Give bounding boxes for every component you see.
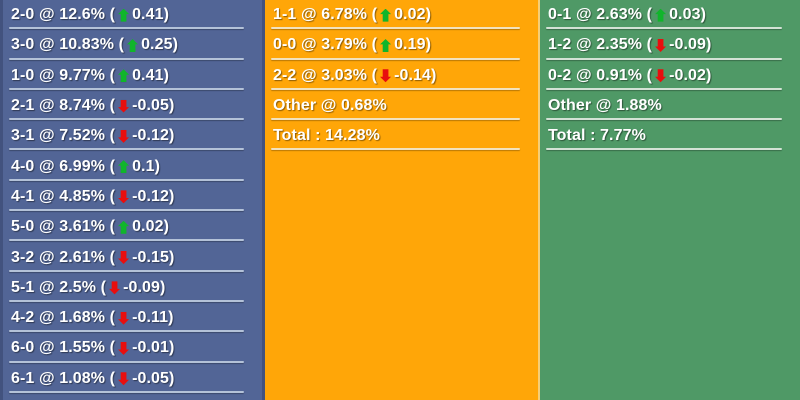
score-row: 2-1 @ 8.74% ( -0.05) (3, 91, 262, 121)
score-probability-text: 4-0 @ 6.99% ( (11, 157, 116, 175)
score-probability-text: 3-1 @ 7.52% ( (11, 127, 116, 145)
score-probability-text: 1-1 @ 6.78% ( (273, 6, 378, 24)
change-value-text: -0.01) (132, 339, 175, 357)
score-row: 1-2 @ 2.35% ( -0.09) (540, 30, 800, 60)
change-value-text: -0.09) (123, 278, 166, 296)
change-value-text: -0.05) (132, 97, 175, 115)
summary-text: Other @ 0.68% (273, 97, 387, 115)
score-probability-text: 0-1 @ 2.63% ( (548, 6, 653, 24)
score-row: 0-0 @ 3.79% ( 0.19) (265, 30, 538, 60)
down-arrow-icon (118, 129, 130, 143)
score-row: 6-0 @ 1.55% ( -0.01) (3, 333, 262, 363)
score-row: 5-0 @ 3.61% ( 0.02) (3, 212, 262, 242)
score-row: 6-1 @ 1.08% ( -0.05) (3, 364, 262, 394)
change-value-text: 0.25) (141, 36, 179, 54)
score-row: 4-2 @ 1.68% ( -0.11) (3, 303, 262, 333)
up-arrow-icon (380, 38, 392, 52)
up-arrow-icon (380, 8, 392, 22)
score-probability-text: 2-2 @ 3.03% ( (273, 66, 378, 84)
score-row: 5-1 @ 2.5% ( -0.09) (3, 273, 262, 303)
score-probability-text: 6-1 @ 1.08% ( (11, 369, 116, 387)
score-row: 2-0 @ 12.6% ( 0.41) (3, 0, 262, 30)
down-arrow-icon (655, 38, 667, 52)
score-row: 3-2 @ 2.61% ( -0.15) (3, 242, 262, 272)
score-probability-text: 2-1 @ 8.74% ( (11, 97, 116, 115)
score-probability-text: 0-2 @ 0.91% ( (548, 66, 653, 84)
down-arrow-icon (655, 69, 667, 83)
score-probability-text: 6-0 @ 1.55% ( (11, 339, 116, 357)
score-probability-text: 0-0 @ 3.79% ( (273, 36, 378, 54)
score-probability-text: 1-0 @ 9.77% ( (11, 66, 116, 84)
change-value-text: -0.12) (132, 187, 175, 205)
change-value-text: 0.02) (394, 6, 432, 24)
score-probability-text: 2-0 @ 12.6% ( (11, 6, 116, 24)
score-row: 2-2 @ 3.03% ( -0.14) (265, 61, 538, 91)
summary-row: Total : 14.28% (265, 121, 538, 151)
up-arrow-icon (118, 160, 130, 174)
change-value-text: -0.12) (132, 127, 175, 145)
score-probability-text: 3-0 @ 10.83% ( (11, 36, 125, 54)
up-arrow-icon (118, 69, 130, 83)
down-arrow-icon (118, 372, 130, 386)
score-probability-text: 5-1 @ 2.5% ( (11, 278, 107, 296)
summary-text: Total : 14.28% (273, 127, 380, 145)
change-value-text: -0.02) (669, 66, 712, 84)
change-value-text: 0.19) (394, 36, 432, 54)
summary-text: Total : 7.77% (548, 127, 646, 145)
score-row: 4-1 @ 4.85% ( -0.12) (3, 182, 262, 212)
score-row: 0-1 @ 2.63% ( 0.03) (540, 0, 800, 30)
score-probability-text: 3-2 @ 2.61% ( (11, 248, 116, 266)
change-value-text: -0.14) (394, 66, 437, 84)
score-probability-text: 4-1 @ 4.85% ( (11, 187, 116, 205)
score-row: 1-0 @ 9.77% ( 0.41) (3, 61, 262, 91)
down-arrow-icon (380, 69, 392, 83)
score-row: 3-1 @ 7.52% ( -0.12) (3, 121, 262, 151)
down-arrow-icon (118, 251, 130, 265)
change-value-text: 0.1) (132, 157, 161, 175)
down-arrow-icon (118, 99, 130, 113)
score-probability-text: 1-2 @ 2.35% ( (548, 36, 653, 54)
up-arrow-icon (118, 220, 130, 234)
summary-row: Total : 7.77% (540, 121, 800, 151)
column-home-scores: 2-0 @ 12.6% ( 0.41) 3-0 @ 10.83% ( 0.25) 1-0… (0, 0, 265, 400)
up-arrow-icon (127, 38, 139, 52)
change-value-text: 0.41) (132, 6, 170, 24)
column-away-scores: 0-1 @ 2.63% ( 0.03) 1-2 @ 2.35% ( -0.09) 0-2… (540, 0, 800, 400)
score-row: 4-0 @ 6.99% ( 0.1) (3, 151, 262, 182)
score-probability-text: 5-0 @ 3.61% ( (11, 218, 116, 236)
summary-text: Other @ 1.88% (548, 97, 662, 115)
change-value-text: 0.41) (132, 66, 170, 84)
summary-row: Other @ 1.88% (540, 91, 800, 121)
up-arrow-icon (118, 8, 130, 22)
column-draw-scores: 1-1 @ 6.78% ( 0.02) 0-0 @ 3.79% ( 0.19) 2-2 … (265, 0, 540, 400)
change-value-text: -0.11) (132, 309, 174, 327)
score-row: 0-2 @ 0.91% ( -0.02) (540, 61, 800, 91)
down-arrow-icon (118, 190, 130, 204)
change-value-text: -0.05) (132, 369, 175, 387)
down-arrow-icon (118, 341, 130, 355)
summary-row: Other @ 0.68% (265, 91, 538, 121)
score-row: 1-1 @ 6.78% ( 0.02) (265, 0, 538, 30)
down-arrow-icon (118, 311, 130, 325)
down-arrow-icon (109, 281, 121, 295)
change-value-text: 0.02) (132, 218, 170, 236)
score-probability-text: 4-2 @ 1.68% ( (11, 309, 116, 327)
score-row: 3-0 @ 10.83% ( 0.25) (3, 30, 262, 60)
change-value-text: -0.15) (132, 248, 175, 266)
up-arrow-icon (655, 8, 667, 22)
change-value-text: 0.03) (669, 6, 707, 24)
change-value-text: -0.09) (669, 36, 712, 54)
